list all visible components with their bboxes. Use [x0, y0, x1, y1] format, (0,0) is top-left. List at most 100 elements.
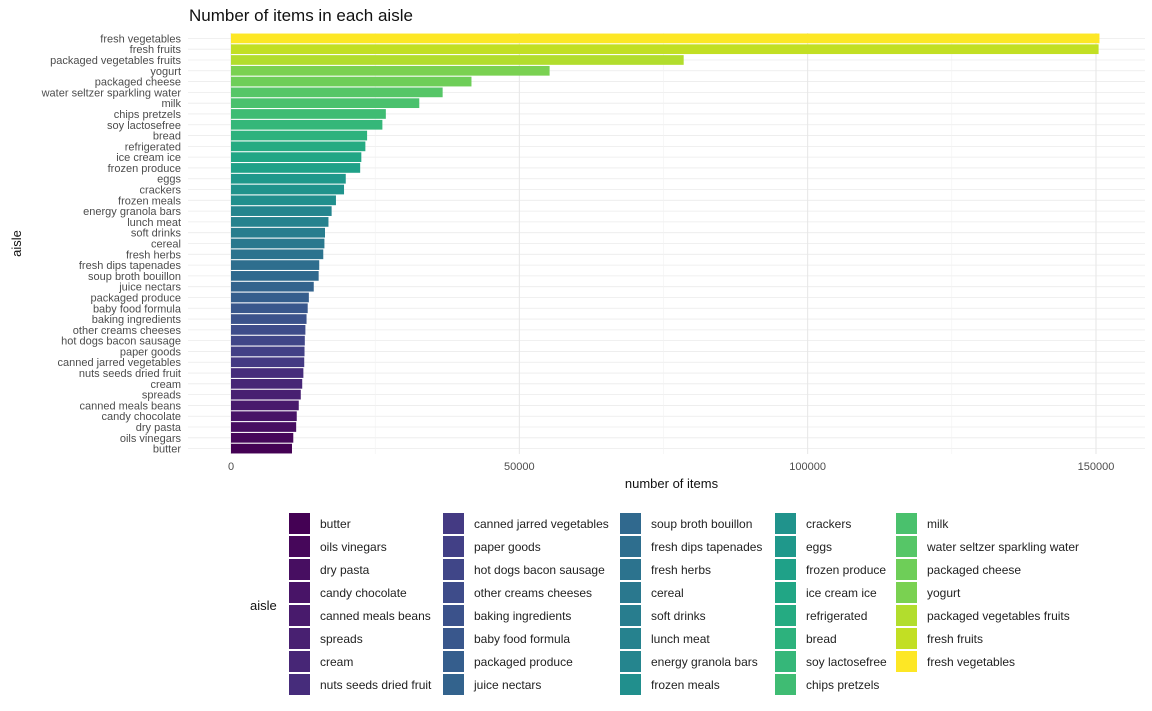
legend-label: hot dogs bacon sausage — [474, 563, 605, 577]
legend-label: frozen meals — [651, 678, 720, 692]
legend-label: soy lactosefree — [806, 655, 887, 669]
y-tick-label: eggs — [157, 174, 181, 186]
y-tick-label: juice nectars — [118, 282, 181, 294]
legend-key — [289, 651, 310, 672]
y-tick-label: milk — [161, 98, 181, 110]
y-tick-label: packaged cheese — [95, 77, 181, 89]
bar-soy-lactosefree — [231, 119, 383, 130]
legend-label: eggs — [806, 540, 832, 554]
legend-key — [289, 513, 310, 534]
bar-energy-granola-bars — [231, 206, 332, 216]
y-tick-label: water seltzer sparkling water — [41, 87, 182, 99]
legend-key — [896, 559, 917, 580]
legend-key — [443, 605, 464, 626]
y-tick-label: energy granola bars — [83, 206, 181, 218]
bar-cereal — [231, 238, 325, 249]
bar-soup-broth-bouillon — [231, 271, 319, 281]
legend-label: butter — [320, 517, 351, 531]
legend-label: baking ingredients — [474, 609, 571, 623]
x-tick-label: 150000 — [1078, 461, 1115, 473]
y-tick-label: canned meals beans — [79, 400, 181, 412]
bar-oils-vinegars — [231, 432, 294, 443]
legend-key — [896, 513, 917, 534]
legend-label: packaged cheese — [927, 563, 1021, 577]
legend-label: bread — [806, 632, 837, 646]
legend-key — [775, 628, 796, 649]
legend-label: energy granola bars — [651, 655, 758, 669]
legend-key — [289, 674, 310, 695]
legend-label: soft drinks — [651, 609, 706, 623]
legend-label: yogurt — [927, 586, 961, 600]
legend-key — [775, 536, 796, 557]
y-tick-label: yogurt — [150, 66, 181, 78]
legend-key — [775, 513, 796, 534]
y-tick-label: spreads — [142, 390, 182, 402]
y-tick-label: baking ingredients — [92, 314, 182, 326]
y-tick-label: fresh fruits — [130, 44, 182, 56]
legend-label: ice cream ice — [806, 586, 877, 600]
legend-label: soup broth bouillon — [651, 517, 752, 531]
bar-packaged-vegetables-fruits — [231, 55, 684, 65]
y-tick-label: fresh herbs — [126, 249, 182, 261]
bar-dry-pasta — [231, 422, 297, 432]
legend-key — [443, 582, 464, 603]
bar-soft-drinks — [231, 227, 325, 238]
bar-canned-jarred-vegetables — [231, 357, 305, 368]
bar-frozen-meals — [231, 195, 336, 206]
legend-label: crackers — [806, 517, 851, 531]
legend-label: oils vinegars — [320, 540, 387, 554]
bar-juice-nectars — [231, 281, 314, 292]
y-tick-label: packaged vegetables fruits — [50, 55, 181, 67]
y-tick-label: cereal — [151, 239, 181, 251]
bar-chips-pretzels — [231, 109, 386, 119]
legend-title: aisle — [250, 598, 277, 613]
bar-nuts-seeds-dried-fruit — [231, 368, 304, 378]
x-tick-label: 50000 — [504, 461, 535, 473]
legend-key — [289, 628, 310, 649]
chart-title: Number of items in each aisle — [189, 6, 413, 25]
y-tick-label: soy lactosefree — [107, 120, 181, 132]
legend-key — [620, 674, 641, 695]
bar-butter — [231, 443, 292, 454]
y-tick-label: soup broth bouillon — [88, 271, 181, 283]
legend-key — [896, 582, 917, 603]
legend-label: other creams cheeses — [474, 586, 592, 600]
legend-key — [896, 536, 917, 557]
x-tick-labels: 0 50000 100000 150000 — [228, 461, 1114, 473]
legend-label: cereal — [651, 586, 684, 600]
y-tick-label: nuts seeds dried fruit — [79, 368, 181, 380]
bar-candy-chocolate — [231, 411, 297, 422]
legend-label: paper goods — [474, 540, 541, 554]
bar-fresh-dips-tapenades — [231, 260, 320, 270]
legend-key — [775, 582, 796, 603]
bar-packaged-produce — [231, 292, 309, 303]
x-axis-title: number of items — [625, 476, 719, 491]
y-tick-label: ice cream ice — [116, 152, 181, 164]
bar-milk — [231, 98, 420, 109]
legend-label: canned meals beans — [320, 609, 431, 623]
legend-label: baby food formula — [474, 632, 570, 646]
legend-label: canned jarred vegetables — [474, 517, 609, 531]
legend-label: candy chocolate — [320, 586, 407, 600]
bar-other-creams-cheeses — [231, 325, 306, 335]
y-tick-label: frozen meals — [118, 195, 181, 207]
legend-key — [896, 628, 917, 649]
legend-key — [620, 605, 641, 626]
legend-key — [775, 651, 796, 672]
bar-refrigerated — [231, 141, 366, 152]
y-tick-label: candy chocolate — [102, 411, 182, 423]
legend-label: fresh fruits — [927, 632, 983, 646]
legend-key — [896, 605, 917, 626]
bar-baby-food-formula — [231, 303, 308, 314]
y-tick-label: lunch meat — [127, 217, 181, 229]
y-axis-title: aisle — [9, 230, 24, 257]
legend-key — [620, 582, 641, 603]
legend-key — [620, 651, 641, 672]
legend-key — [289, 559, 310, 580]
legend-label: fresh dips tapenades — [651, 540, 762, 554]
y-tick-label: butter — [153, 444, 181, 456]
x-tick-label: 100000 — [789, 461, 826, 473]
legend-label: cream — [320, 655, 353, 669]
